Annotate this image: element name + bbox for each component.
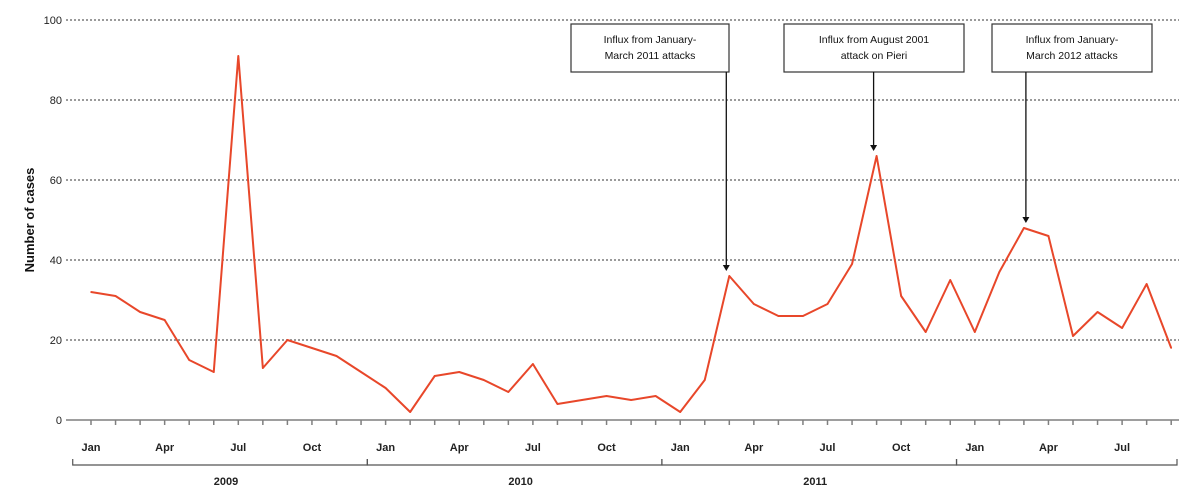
- x-tick-label: Apr: [155, 442, 175, 454]
- x-tick-label: Apr: [744, 442, 764, 454]
- data-point: [654, 395, 657, 397]
- data-point: [212, 371, 215, 373]
- year-label: 2011: [803, 476, 827, 488]
- y-tick-label: 0: [56, 415, 62, 427]
- x-tick-label: Apr: [450, 442, 470, 454]
- arrow-head-icon: [722, 265, 730, 271]
- data-point: [777, 315, 780, 317]
- data-point: [630, 399, 632, 401]
- data-point: [90, 291, 92, 293]
- data-point: [802, 315, 804, 317]
- data-point: [1072, 335, 1074, 337]
- data-point: [114, 295, 117, 297]
- data-series-line: [90, 55, 1173, 413]
- data-point: [188, 359, 190, 361]
- data-point: [335, 355, 338, 357]
- annotation-box: [991, 23, 1153, 73]
- data-point: [139, 311, 141, 313]
- data-point: [949, 279, 952, 281]
- annotation-text: Influx from January-: [604, 34, 697, 46]
- annotation-text: March 2012 attacks: [1026, 50, 1118, 62]
- x-tick-label: Jan: [82, 442, 101, 454]
- data-point: [458, 371, 461, 373]
- y-tick-label: 20: [50, 335, 62, 347]
- data-point: [581, 399, 583, 401]
- data-point: [384, 387, 387, 389]
- data-point: [433, 375, 436, 377]
- data-point: [163, 319, 166, 321]
- data-point: [237, 55, 240, 57]
- y-tick-label: 60: [50, 175, 62, 187]
- annotation-text: Influx from August 2001: [819, 34, 929, 46]
- x-tick-label: Jul: [230, 442, 246, 454]
- annotation-box: [783, 23, 965, 73]
- annotation-box: [570, 23, 730, 73]
- year-label: 2010: [508, 476, 532, 488]
- axes: 0 20 40 60 80 100 Jan Apr Jul Oct Jan Apr Jul Oct Jan A…: [44, 15, 1179, 488]
- x-tick-label: Oct: [303, 442, 322, 454]
- year-label: 2009: [214, 476, 238, 488]
- arrow-head-icon: [870, 145, 878, 151]
- data-point: [262, 367, 264, 369]
- data-point: [998, 271, 1001, 273]
- arrow-head-icon: [1022, 217, 1030, 223]
- data-point: [1145, 283, 1148, 285]
- data-point: [1023, 227, 1025, 229]
- data-point: [1121, 327, 1123, 329]
- x-tick-label: Oct: [597, 442, 616, 454]
- data-point: [360, 371, 362, 373]
- x-tick-label: Jul: [525, 442, 541, 454]
- y-tick-label: 100: [44, 15, 62, 27]
- x-tick-label: Jul: [1114, 442, 1130, 454]
- x-tick-label: Jan: [671, 442, 690, 454]
- y-tick-label: 40: [50, 255, 62, 267]
- data-point: [409, 411, 411, 413]
- data-point: [311, 347, 313, 349]
- data-point: [679, 411, 681, 413]
- data-point: [1096, 311, 1099, 313]
- data-point: [605, 395, 608, 397]
- data-point: [507, 391, 510, 393]
- data-point: [1170, 347, 1172, 349]
- year-bracket: [72, 459, 368, 466]
- y-axis-label: Number of cases: [22, 168, 37, 273]
- data-point: [924, 331, 927, 333]
- data-point: [483, 379, 485, 381]
- annotation-text: Influx from January-: [1026, 34, 1119, 46]
- year-bracket: [955, 459, 1178, 466]
- grid-lines: [66, 19, 1179, 341]
- series-layer: [90, 55, 1173, 413]
- data-point: [728, 275, 731, 277]
- x-tick-label: Jul: [820, 442, 836, 454]
- data-point: [826, 303, 829, 305]
- data-point: [556, 403, 559, 405]
- data-point: [900, 295, 902, 297]
- annotation-text: attack on Pieri: [841, 50, 908, 62]
- data-point: [851, 263, 853, 265]
- data-point: [875, 155, 878, 157]
- data-point: [1047, 235, 1050, 237]
- data-point: [532, 363, 534, 365]
- y-tick-label: 80: [50, 95, 62, 107]
- data-point: [703, 379, 706, 381]
- year-bracket: [661, 459, 958, 466]
- annotation-text: March 2011 attacks: [605, 50, 696, 62]
- data-point: [974, 331, 976, 333]
- x-tick-label: Oct: [892, 442, 911, 454]
- x-tick-label: Jan: [965, 442, 984, 454]
- data-point: [753, 303, 755, 305]
- annotations: Influx from January- March 2011 attacks In…: [570, 23, 1153, 271]
- year-bracket: [366, 459, 663, 466]
- x-tick-label: Jan: [376, 442, 395, 454]
- x-tick-label: Apr: [1039, 442, 1059, 454]
- data-point: [286, 339, 289, 341]
